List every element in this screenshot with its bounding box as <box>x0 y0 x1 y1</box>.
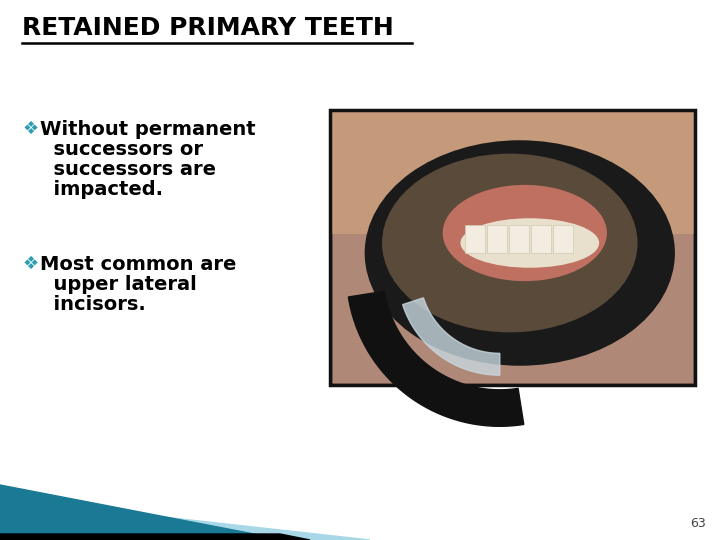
Text: upper lateral: upper lateral <box>40 275 197 294</box>
Bar <box>465 225 485 253</box>
Ellipse shape <box>461 218 599 268</box>
Bar <box>487 225 507 253</box>
Polygon shape <box>0 505 370 540</box>
Text: ❖: ❖ <box>22 120 38 138</box>
Ellipse shape <box>382 153 637 333</box>
Polygon shape <box>0 485 285 540</box>
Text: impacted.: impacted. <box>40 180 163 199</box>
Text: incisors.: incisors. <box>40 295 145 314</box>
Polygon shape <box>348 291 523 426</box>
Ellipse shape <box>364 140 675 366</box>
Bar <box>330 110 695 385</box>
Text: Without permanent: Without permanent <box>40 120 256 139</box>
Text: RETAINED PRIMARY TEETH: RETAINED PRIMARY TEETH <box>22 16 394 40</box>
Bar <box>509 225 528 253</box>
Bar <box>553 225 573 253</box>
Text: successors or: successors or <box>40 140 203 159</box>
Polygon shape <box>0 534 310 540</box>
Text: Most common are: Most common are <box>40 255 236 274</box>
Bar <box>531 225 551 253</box>
Text: ❖: ❖ <box>22 255 38 273</box>
Text: successors are: successors are <box>40 160 216 179</box>
Bar <box>330 110 695 385</box>
Ellipse shape <box>443 185 607 281</box>
Bar <box>330 110 695 234</box>
Text: 63: 63 <box>690 517 706 530</box>
Polygon shape <box>402 298 500 375</box>
